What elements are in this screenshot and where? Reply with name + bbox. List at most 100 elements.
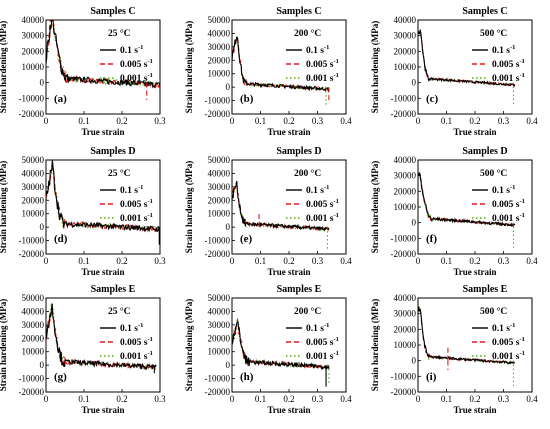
- y-tick-label: 0: [412, 78, 417, 88]
- y-tick-label: 0: [226, 360, 231, 370]
- temperature-label: 25 °C: [108, 306, 131, 317]
- temperature-label: 200 °C: [294, 28, 321, 39]
- x-tick-label: 0.3: [154, 256, 166, 266]
- legend-exponent: -1: [333, 336, 338, 343]
- legend-label: 0.1 s-1: [306, 184, 329, 196]
- panel-letter: (e): [240, 233, 253, 245]
- y-tick-label: -20000: [19, 249, 45, 259]
- legend-label: 0.005 s-1: [492, 336, 525, 348]
- x-tick-label: 0: [44, 256, 49, 266]
- y-tick-label: 40000: [22, 306, 45, 316]
- legend-exponent: -1: [333, 212, 338, 219]
- legend-label: 0.1 s-1: [120, 322, 143, 334]
- chart-panel-8: Samples E -20000 -10000 0 10000 20000 30000 400…: [184, 284, 352, 415]
- y-tick-label: 40000: [22, 15, 45, 25]
- x-tick-label: 0.1: [441, 256, 452, 266]
- y-tick-label: 0: [412, 218, 417, 228]
- legend-exponent: -1: [519, 58, 524, 65]
- chart-panel-3: Samples C -20000 -10000 0 10000 20000 30000 400…: [370, 6, 538, 137]
- x-tick-label: 0.1: [441, 116, 452, 126]
- y-tick-label: 20000: [22, 333, 45, 343]
- y-tick-label: 50000: [208, 15, 231, 25]
- x-tick-label: 0.4: [340, 116, 352, 126]
- chart-panel-9: Samples E -20000 -10000 0 10000 20000 30000 400…: [370, 284, 538, 415]
- x-tick-label: 0.4: [340, 394, 352, 404]
- chart-title: Samples D: [90, 146, 135, 157]
- legend-exponent: -1: [519, 212, 524, 219]
- y-tick-label: -20000: [391, 109, 417, 119]
- chart-panel-2: Samples C -20000 -10000 0 10000 20000 30000 400…: [184, 6, 352, 137]
- panel-letter: (b): [240, 93, 254, 105]
- x-axis-label: True strain: [453, 267, 496, 277]
- x-axis-label: True strain: [267, 405, 310, 415]
- y-tick-label: 20000: [394, 324, 417, 334]
- plot-frame: [417, 19, 533, 115]
- panel-letter: (h): [240, 371, 254, 383]
- y-axis-label: Strain hardening (MPa): [0, 161, 8, 254]
- y-tick-label: 10000: [22, 62, 45, 72]
- series-line-fast: [231, 321, 330, 371]
- y-tick-label: 40000: [394, 155, 417, 165]
- legend-label: 0.005 s-1: [492, 198, 525, 210]
- chart-title: Samples C: [462, 6, 507, 17]
- legend-exponent: -1: [138, 322, 143, 329]
- legend-label: 0.005 s-1: [120, 58, 153, 70]
- y-tick-label: 20000: [22, 195, 45, 205]
- y-tick-label: 0: [40, 222, 45, 232]
- chart-panel-7: Samples E -20000 -10000 0 10000 20000 30000 400…: [0, 284, 166, 415]
- x-tick-label: 0.2: [283, 116, 294, 126]
- series-line-medium: [45, 19, 161, 89]
- x-tick-label: 0.3: [312, 116, 324, 126]
- chart-title: Samples C: [90, 6, 135, 17]
- legend-exponent: -1: [147, 72, 152, 79]
- legend-exponent: -1: [510, 44, 515, 51]
- y-tick-label: 10000: [394, 340, 417, 350]
- panel-letter: (c): [426, 93, 439, 105]
- panel-letter: (g): [54, 371, 67, 383]
- y-tick-label: -20000: [19, 109, 45, 119]
- y-tick-label: 0: [40, 360, 45, 370]
- chart-panel-1: Samples C -20000 -10000 0 10000 20000 30000 400…: [0, 6, 166, 137]
- legend-exponent: -1: [147, 336, 152, 343]
- x-tick-label: 0: [230, 256, 235, 266]
- legend-label: 0.1 s-1: [492, 184, 515, 196]
- y-axis-label: Strain hardening (MPa): [370, 21, 380, 114]
- legend-exponent: -1: [519, 72, 524, 79]
- temperature-label: 200 °C: [294, 168, 321, 179]
- legend-label: 0.005 s-1: [492, 58, 525, 70]
- legend-label: 0.1 s-1: [120, 184, 143, 196]
- y-tick-label: 20000: [208, 333, 231, 343]
- y-tick-label: 30000: [208, 42, 231, 52]
- y-tick-label: -10000: [19, 93, 45, 103]
- series-line-fast: [45, 159, 161, 233]
- x-axis-label: True strain: [81, 405, 124, 415]
- legend-label: 0.005 s-1: [120, 336, 153, 348]
- legend-label: 0.005 s-1: [306, 198, 339, 210]
- x-tick-label: 0.2: [116, 256, 127, 266]
- y-tick-label: 10000: [208, 69, 231, 79]
- y-tick-label: 20000: [394, 46, 417, 56]
- temperature-label: 25 °C: [108, 168, 131, 179]
- y-tick-label: 20000: [22, 46, 45, 56]
- legend-exponent: -1: [519, 336, 524, 343]
- series-line-fast: [417, 172, 515, 227]
- x-tick-label: 0.1: [78, 394, 89, 404]
- y-tick-label: 40000: [394, 15, 417, 25]
- panel-letter: (a): [54, 93, 67, 105]
- x-tick-label: 0.4: [526, 116, 538, 126]
- x-axis-label: True strain: [267, 267, 310, 277]
- legend-exponent: -1: [324, 184, 329, 191]
- x-tick-label: 0: [416, 116, 421, 126]
- series-line-fast: [231, 36, 330, 93]
- legend-exponent: -1: [147, 350, 152, 357]
- plot-frame: [231, 297, 347, 393]
- y-tick-label: -10000: [19, 374, 45, 384]
- legend-label: 0.001 s-1: [306, 72, 339, 84]
- legend-exponent: -1: [147, 58, 152, 65]
- x-tick-label: 0.2: [469, 394, 480, 404]
- temperature-label: 500 °C: [480, 306, 507, 317]
- x-tick-label: 0.4: [526, 394, 538, 404]
- chart-panel-4: Samples D -20000 -10000 0 10000 20000 30000 400…: [0, 146, 166, 277]
- y-axis-label: Strain hardening (MPa): [184, 161, 194, 254]
